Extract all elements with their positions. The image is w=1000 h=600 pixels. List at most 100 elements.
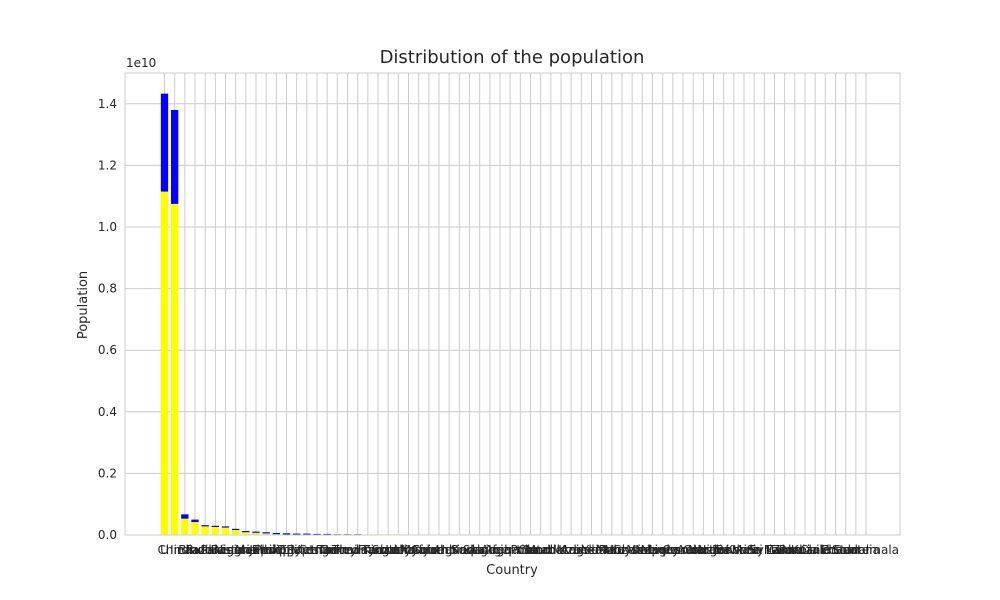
x-tick-label: Ghana bbox=[613, 543, 652, 557]
x-tick-label: Ukraine bbox=[548, 543, 594, 557]
x-tick-label: Ethiopia bbox=[252, 543, 301, 557]
x-tick-label: North Korea bbox=[688, 543, 759, 557]
bar-top bbox=[160, 93, 169, 192]
x-tick-label: Nigeria bbox=[214, 543, 257, 557]
bar-base bbox=[181, 518, 189, 535]
x-tick-label: Mozambique bbox=[604, 543, 681, 557]
plot-frame bbox=[124, 72, 901, 536]
x-tick-label: Malawi bbox=[764, 543, 806, 557]
x-tick-label: Canada bbox=[518, 543, 564, 557]
x-tick-label: Chad bbox=[820, 543, 851, 557]
x-tick-label: Sudan bbox=[451, 543, 489, 557]
x-tick-label: Indonesia bbox=[186, 543, 244, 557]
y-tick-label: 1.2 bbox=[98, 158, 117, 172]
x-tick-label: Poland bbox=[510, 543, 550, 557]
x-tick-label: Germany bbox=[320, 543, 375, 557]
x-tick-label: Nepal bbox=[635, 543, 670, 557]
x-tick-label: Japan bbox=[248, 543, 282, 557]
x-tick-label: Somalia bbox=[832, 543, 880, 557]
bar-top bbox=[293, 533, 301, 535]
bar-top bbox=[181, 514, 189, 519]
y-tick-label: 1.0 bbox=[98, 220, 117, 234]
bar-base bbox=[242, 531, 250, 535]
x-tick-label: Australia bbox=[677, 543, 730, 557]
x-tick-label: Bangladesh bbox=[211, 543, 281, 557]
bar-top bbox=[282, 533, 291, 535]
x-tick-label: Kenya bbox=[400, 543, 437, 557]
x-tick-label: Uganda bbox=[436, 543, 482, 557]
x-tick-label: Philippines bbox=[254, 543, 319, 557]
x-tick-label: Zambia bbox=[772, 543, 818, 557]
x-tick-label: Taiwan bbox=[712, 543, 754, 557]
x-tick-label: Turkey bbox=[317, 543, 357, 557]
bar-top bbox=[272, 532, 280, 535]
x-tick-label: Malaysia bbox=[596, 543, 648, 557]
y-offset-label: 1e10 bbox=[126, 56, 156, 70]
x-tick-label: Colombia bbox=[411, 543, 467, 557]
chart-title: Distribution of the population bbox=[380, 47, 645, 68]
x-tick-label: Venezuela bbox=[642, 543, 704, 557]
bar-top bbox=[232, 528, 240, 531]
x-tick-label: South Africa bbox=[372, 543, 445, 557]
y-tick-label: 0.6 bbox=[98, 343, 117, 357]
x-tick-label: Spain bbox=[463, 543, 497, 557]
x-tick-label: Algeria bbox=[469, 543, 511, 557]
x-tick-label: Niger bbox=[697, 543, 729, 557]
bar-top bbox=[262, 532, 270, 534]
x-tick-label: Italy bbox=[385, 543, 411, 557]
x-tick-label: Afghanistan bbox=[485, 543, 556, 557]
bar-top bbox=[242, 530, 250, 533]
y-axis-label: Population bbox=[76, 271, 91, 339]
y-tick-label: 0.4 bbox=[98, 405, 117, 419]
x-tick-label: Mali bbox=[732, 543, 756, 557]
x-tick-label: Chile bbox=[800, 543, 830, 557]
bar-base bbox=[160, 191, 169, 535]
bar-top bbox=[171, 109, 179, 204]
x-tick-label: China bbox=[158, 543, 192, 557]
x-tick-label: Iraq bbox=[488, 543, 511, 557]
x-tick-label: Argentina bbox=[481, 543, 540, 557]
x-tick-label: India bbox=[170, 543, 199, 557]
x-tick-label: Egypt bbox=[279, 543, 314, 557]
x-tick-label: U bbox=[160, 543, 169, 557]
x-tick-label: Mexico bbox=[235, 543, 277, 557]
bar-base bbox=[232, 529, 240, 535]
x-tick-label: Morocco bbox=[526, 543, 576, 557]
x-tick-label: Uzbekistan bbox=[558, 543, 624, 557]
bar-top bbox=[191, 519, 199, 523]
x-axis-label: Country bbox=[486, 563, 538, 578]
x-tick-label: Sri Lanka bbox=[747, 543, 802, 557]
y-tick-label: 0.8 bbox=[98, 282, 117, 296]
x-tick-label: Romania bbox=[779, 543, 831, 557]
bar-base bbox=[211, 526, 219, 535]
x-tick-label: Guatemala bbox=[833, 543, 899, 557]
x-tick-label: Myanmar bbox=[401, 543, 457, 557]
y-tick-label: 0.2 bbox=[98, 466, 117, 480]
x-tick-label: Yemen bbox=[581, 543, 622, 557]
bar-base bbox=[221, 527, 230, 535]
bar-base bbox=[201, 526, 209, 535]
x-tick-label: Madagascar bbox=[626, 543, 699, 557]
bar-top bbox=[303, 533, 311, 535]
bar-top bbox=[221, 526, 230, 528]
x-tick-label: United Kingdom bbox=[320, 543, 416, 557]
x-tick-labels: UChinaIndiaBrazilRussiaIndonesiaPakistan… bbox=[158, 543, 900, 557]
x-tick-label: Brazil bbox=[178, 543, 212, 557]
x-tick-label: Ivory Coast bbox=[649, 543, 717, 557]
bar-base bbox=[191, 522, 199, 535]
y-tick-labels: 0.0 0.2 0.4 0.6 0.8 1.0 1.2 1.4 bbox=[98, 97, 117, 542]
x-tick-label: Peru bbox=[598, 543, 625, 557]
x-tick-label: Thailand bbox=[331, 543, 384, 557]
x-tick-label: DR Congo bbox=[277, 543, 337, 557]
x-tick-label: Iran bbox=[315, 543, 338, 557]
x-tick-label: Pakistan bbox=[200, 543, 250, 557]
x-tick-label: Kazakhstan bbox=[791, 543, 860, 557]
x-tick-label: Vietnam bbox=[292, 543, 342, 557]
x-tick-label: Angola bbox=[561, 543, 602, 557]
bar-base bbox=[262, 532, 270, 535]
bar-top bbox=[201, 525, 209, 527]
x-tick-label: Syria bbox=[749, 543, 779, 557]
y-tick-label: 0.0 bbox=[98, 528, 117, 542]
bar-top bbox=[211, 525, 219, 527]
